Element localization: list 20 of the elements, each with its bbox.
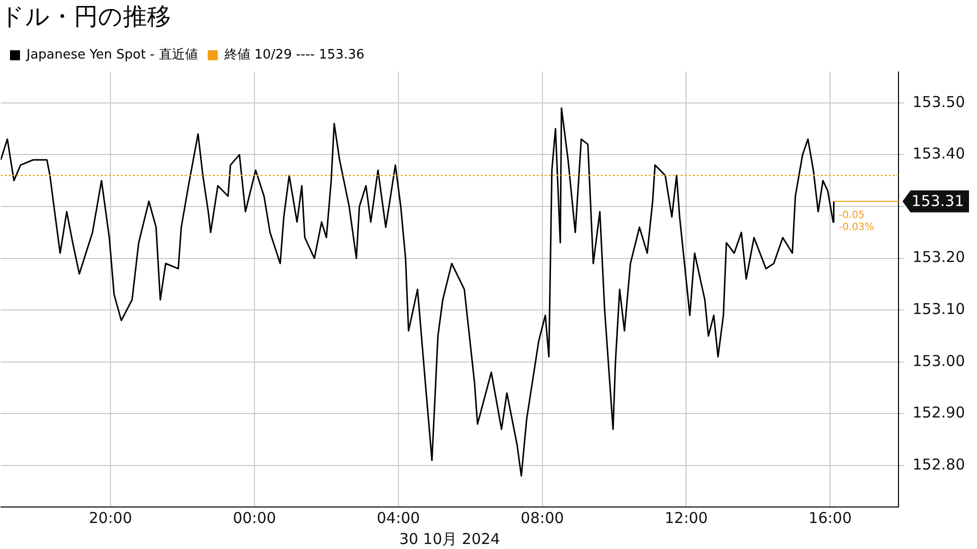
x-tick-label: 20:00 [88,508,132,527]
annotation: 153.31 [912,192,964,210]
y-tick-label: 153.40 [912,144,966,163]
y-tick-label: 152.90 [912,404,966,422]
y-tick-label: 153.50 [912,92,966,111]
x-tick-label: 16:00 [808,508,852,527]
legend-label: Japanese Yen Spot - 直近値 [26,48,198,63]
x-tick-label: 12:00 [664,508,708,527]
legend-label: 終値 10/29 ---- 153.36 [223,48,364,63]
annotation: -0.03% [838,222,874,233]
x-tick-label: 00:00 [232,508,276,527]
x-tick-label: 04:00 [376,508,420,527]
y-tick-label: 153.00 [912,352,966,370]
x-tick-label: 08:00 [520,508,564,527]
y-tick-label: 152.80 [912,455,966,474]
annotation: -0.05 [838,210,865,221]
x-axis-title: 30 10月 2024 [399,530,500,548]
y-tick-label: 153.20 [912,248,966,266]
y-tick-label: 153.10 [912,300,966,318]
chart-title: ドル・円の推移 [0,2,171,31]
